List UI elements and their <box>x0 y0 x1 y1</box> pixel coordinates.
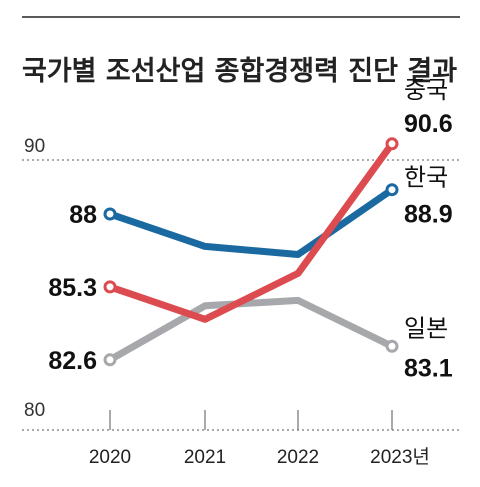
x-tick-label-1: 2021 <box>184 447 226 468</box>
series-0-endpoint-0 <box>103 207 117 221</box>
series-0-name: 한국 <box>404 164 448 192</box>
x-tick-label-0: 2020 <box>89 447 131 468</box>
label-layer: 88 한국 88.9 85.3 중국 90.6 82.6 일본 83.1 <box>48 76 453 382</box>
series-2-start-value: 82.6 <box>48 347 97 375</box>
series-line-0 <box>106 186 396 258</box>
series-1-end-value: 90.6 <box>404 110 453 138</box>
chart-title: 국가별 조선산업 종합경쟁력 진단 결과 <box>22 56 457 87</box>
series-2-endpoint-0 <box>103 353 117 367</box>
x-tick-label-2: 2022 <box>277 447 319 468</box>
series-2-endpoint-3 <box>385 339 399 353</box>
series-line-2 <box>106 296 396 364</box>
y-tick-label-80: 80 <box>24 400 45 421</box>
series-line-1 <box>106 140 396 323</box>
series-1-start-value: 85.3 <box>48 274 97 302</box>
series-0-end-value: 88.9 <box>404 201 453 229</box>
series-1-endpoint-0 <box>103 280 117 294</box>
series-2-end-value: 83.1 <box>404 354 453 382</box>
series-2-name: 일본 <box>404 314 448 342</box>
series-layer <box>103 137 399 367</box>
series-1-name: 중국 <box>404 76 448 104</box>
series-0-endpoint-3 <box>385 183 399 197</box>
y-tick-label-90: 90 <box>24 136 45 157</box>
series-0-start-value: 88 <box>69 201 97 229</box>
x-tick-label-3: 2023년 <box>370 446 430 468</box>
x-axis: 2020 2021 2022 2023년 <box>89 410 430 468</box>
series-1-endpoint-3 <box>385 137 399 151</box>
